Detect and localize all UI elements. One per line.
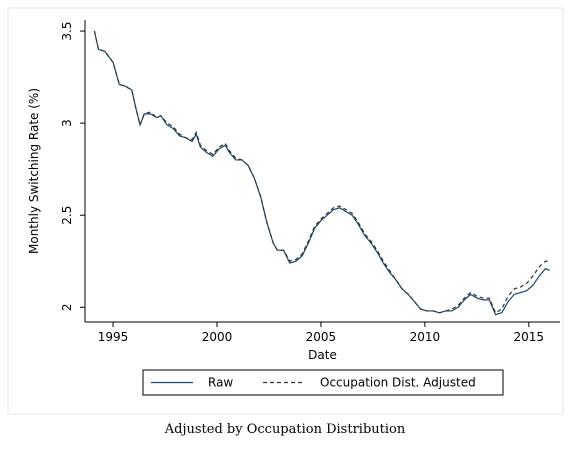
series-line xyxy=(93,30,550,314)
x-tick-label: 1995 xyxy=(98,330,129,344)
x-axis-label: Date xyxy=(308,348,337,362)
legend-box xyxy=(142,369,504,396)
y-axis-label: Monthly Switching Rate (%) xyxy=(27,88,41,254)
y-tick-label: 3 xyxy=(60,119,74,127)
y-tick-label: 3.5 xyxy=(60,22,74,41)
caption: Adjusted by Occupation Distribution xyxy=(164,422,406,437)
legend-label: Occupation Dist. Adjusted xyxy=(320,376,476,390)
legend-label: Raw xyxy=(208,376,233,390)
chart-frame xyxy=(7,7,564,415)
y-tick-label: 2.5 xyxy=(60,206,74,225)
x-tick-label: 2000 xyxy=(202,330,233,344)
series-line xyxy=(93,30,550,316)
x-tick-label: 2010 xyxy=(410,330,441,344)
x-tick-label: 2015 xyxy=(514,330,545,344)
x-tick-label: 2005 xyxy=(306,330,337,344)
y-tick-label: 2 xyxy=(60,303,74,311)
